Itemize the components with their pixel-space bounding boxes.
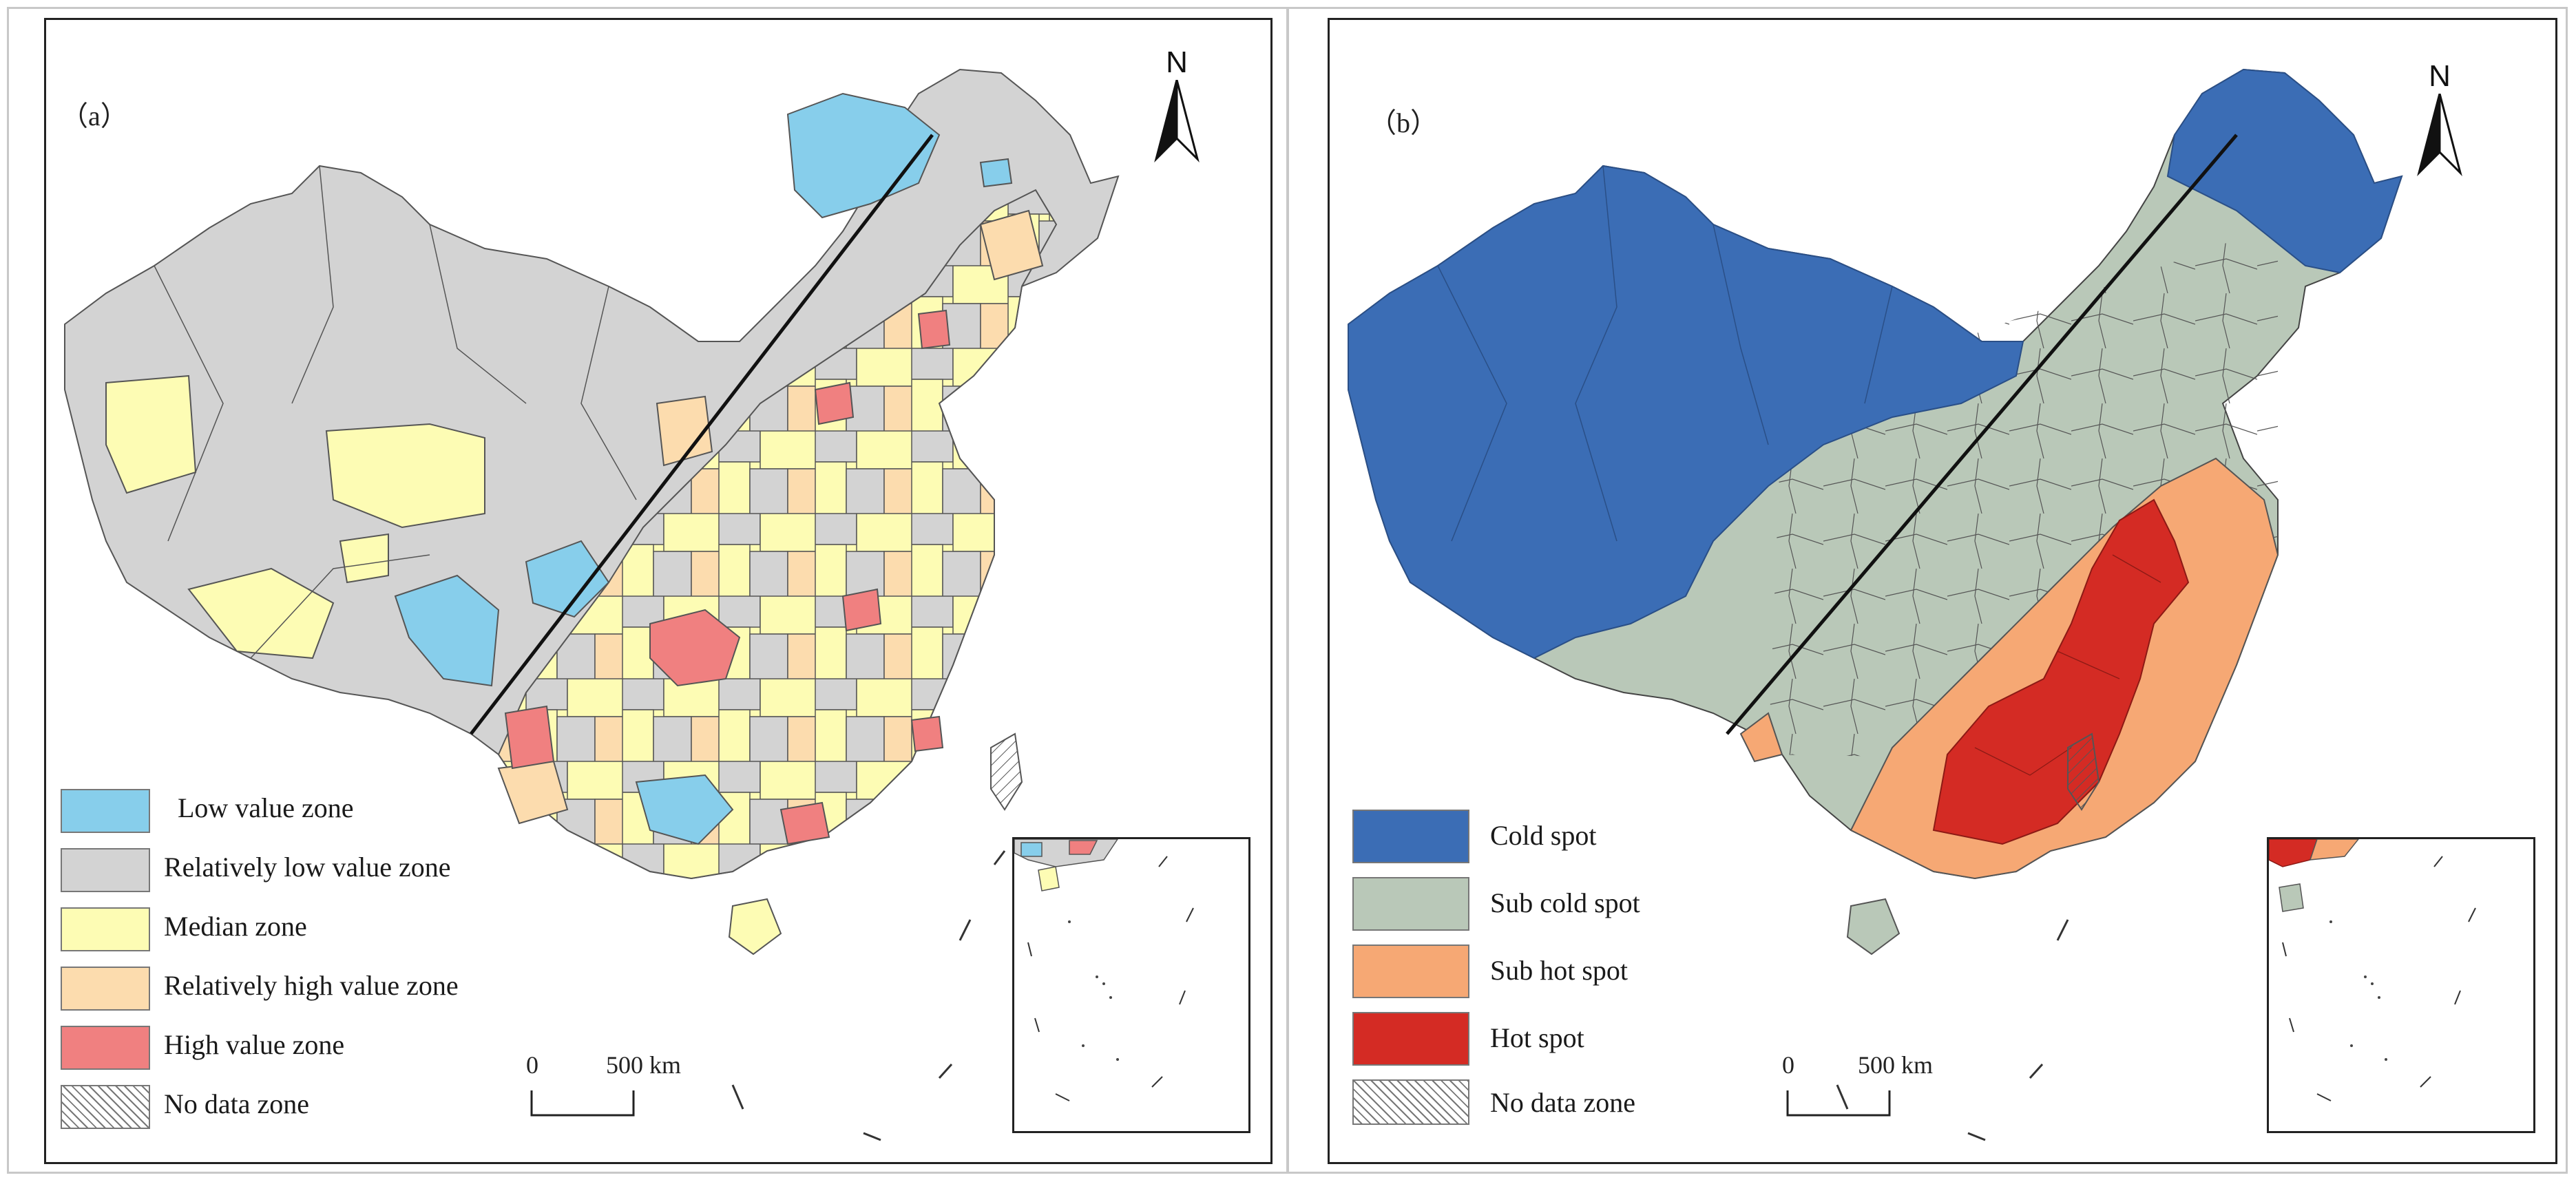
map-panel-b: （b） N Cold spot Sub cold spot Sub hot sp… (1328, 18, 2557, 1164)
north-arrow: N (2409, 59, 2471, 176)
low-zone-northeast (786, 92, 941, 219)
legend-label: Sub cold spot (1490, 887, 1640, 918)
legend-swatch-hatched (1352, 1079, 1469, 1125)
scale-bar: 0 500 km (526, 1051, 705, 1126)
nine-dash-line (731, 850, 1006, 1141)
hainan-island (728, 898, 782, 956)
median-zone-center (325, 423, 485, 529)
legend-swatch (61, 789, 150, 833)
high-zone-4 (779, 801, 830, 845)
high-zone-2 (504, 705, 555, 770)
legend-swatch (61, 907, 150, 951)
taiwan-no-data (990, 732, 1023, 811)
north-letter: N (2429, 59, 2451, 93)
median-zone-west (105, 374, 197, 494)
legend-swatch (1352, 810, 1469, 863)
cold-spot-boundaries (1437, 165, 1893, 542)
hot-spot-boundaries (1974, 554, 2161, 776)
legend-label: Low value zone (178, 792, 354, 823)
high-zone-6 (917, 309, 951, 350)
scale-line (1786, 1090, 1891, 1117)
legend-label: Cold spot (1490, 820, 1597, 851)
legend-label: No data zone (164, 1088, 310, 1119)
map-panel-a: （a） N Low value zone Relatively low valu… (44, 18, 1273, 1164)
china-map-b (1348, 68, 2403, 1141)
hu-line (1726, 134, 2238, 735)
legend-label: High value zone (164, 1029, 345, 1060)
panel-label-a: （a） (61, 101, 128, 131)
north-arrow: N (1146, 45, 1208, 162)
scale-distance: 500 km (1858, 1051, 1934, 1079)
legend-swatch (61, 848, 150, 892)
region-east-mosaic (497, 189, 1058, 880)
inset-map (1014, 839, 1194, 1101)
province-boundaries (154, 165, 637, 659)
scale-zero: 0 (1782, 1051, 1794, 1079)
hu-line (470, 134, 934, 735)
legend-label: Hot spot (1490, 1022, 1584, 1053)
high-zone-1 (649, 609, 741, 687)
north-letter: N (1166, 45, 1188, 79)
low-zone-south (635, 774, 734, 845)
scale-line (530, 1090, 635, 1117)
south-china-sea-inset (2267, 837, 2535, 1133)
legend-label: Sub hot spot (1490, 955, 1629, 986)
high-rel-zone-2 (979, 209, 1044, 281)
scale-distance: 500 km (606, 1051, 682, 1079)
cold-spot-northeast (2166, 68, 2403, 274)
legend-b: Cold spot Sub cold spot Sub hot spot Hot… (1352, 810, 1766, 1133)
taiwan-no-data (2067, 732, 2100, 811)
north-arrow-icon (1154, 80, 1200, 162)
low-zone-small-ne (979, 158, 1013, 188)
panel-divider (1286, 7, 1289, 1174)
legend-label: Relatively high value zone (164, 970, 459, 1001)
cold-spot-northwest (1348, 165, 2024, 659)
high-zone-5 (814, 381, 855, 425)
hainan-island (1846, 898, 1900, 956)
low-zone-qinghai (525, 540, 610, 618)
high-zone-7 (910, 715, 944, 752)
nine-dash-line (1836, 919, 2069, 1141)
legend-swatch (61, 1026, 150, 1070)
legend-label: Relatively low value zone (164, 852, 451, 883)
south-china-sea-inset (1012, 837, 1250, 1133)
sub-hot-spot-west (1739, 712, 1783, 763)
china-map-a (64, 68, 1120, 1141)
high-zone-3 (841, 588, 882, 632)
legend-swatch (1352, 877, 1469, 931)
median-zone-tibet (187, 567, 335, 659)
high-rel-zone-1 (656, 395, 713, 467)
legend-swatch (61, 967, 150, 1011)
median-zone-small (339, 533, 389, 584)
legend-swatch (1352, 1012, 1469, 1066)
north-arrow-icon (2417, 94, 2462, 176)
legend-label: No data zone (1490, 1087, 1636, 1118)
map-frame (1328, 18, 2557, 1164)
map-frame (44, 18, 1273, 1164)
scale-bar: 0 500 km (1782, 1051, 1961, 1126)
legend-swatch (1352, 944, 1469, 998)
scale-zero: 0 (526, 1051, 538, 1079)
inset-map (2269, 839, 2476, 1101)
legend-swatch-hatched (61, 1085, 150, 1129)
legend-label: Median zone (164, 911, 307, 942)
panel-label-b: （b） (1369, 107, 1438, 138)
legend-a: Low value zone Relatively low value zone… (61, 789, 584, 1147)
low-zone-sichuan (394, 574, 500, 687)
